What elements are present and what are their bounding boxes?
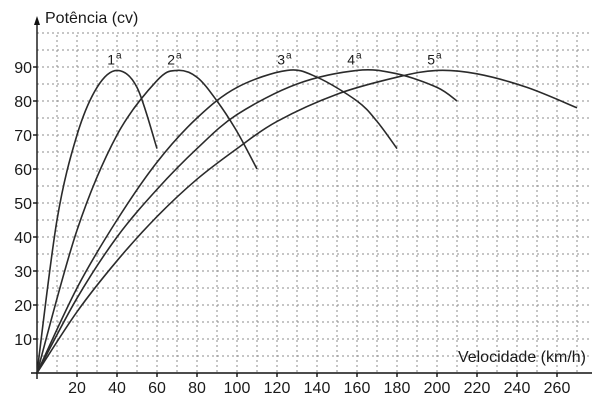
y-tick-label: 90	[14, 60, 32, 77]
y-tick-label: 80	[14, 94, 32, 111]
y-tick-label: 30	[14, 264, 32, 281]
series-curve-2	[36, 69, 258, 374]
series-curve-4	[36, 69, 458, 374]
series-label-sup-2: a	[176, 50, 182, 61]
y-tick-label: 20	[14, 298, 32, 315]
series-label-2: 2	[167, 51, 175, 67]
x-tick-label: 60	[148, 380, 166, 394]
series-label-sup-3: a	[286, 50, 292, 61]
series-label-sup-4: a	[356, 50, 362, 61]
series-label-5: 5	[427, 51, 435, 67]
y-axis-title: Potência (cv)	[45, 10, 138, 27]
x-axis-title: Velocidade (km/h)	[458, 349, 586, 366]
x-tick-label: 80	[188, 380, 206, 394]
x-tick-label: 260	[544, 380, 571, 394]
y-tick-label: 70	[14, 128, 32, 145]
series-label-sup-5: a	[436, 50, 442, 61]
y-tick-label: 50	[14, 196, 32, 213]
grid	[37, 32, 590, 373]
x-tick-label: 180	[384, 380, 411, 394]
x-tick-label: 160	[344, 380, 371, 394]
x-tick-label: 220	[464, 380, 491, 394]
x-tick-label: 140	[304, 380, 331, 394]
series-label-3: 3	[277, 51, 285, 67]
y-tick-label: 40	[14, 230, 32, 247]
y-tick-label: 60	[14, 162, 32, 179]
x-tick-label: 20	[68, 380, 86, 394]
x-tick-label: 100	[224, 380, 251, 394]
series-label-sup-1: a	[116, 50, 122, 61]
x-tick-label: 40	[108, 380, 126, 394]
x-tick-label: 120	[264, 380, 291, 394]
series-curves	[36, 69, 578, 374]
axes: 20 40 60 80 100 120 140 160 180 200 220 240 26010203…	[14, 16, 592, 394]
x-tick-label: 200	[424, 380, 451, 394]
series-curve-1	[36, 69, 158, 374]
y-axis-arrow	[34, 16, 40, 25]
series-label-1: 1	[107, 51, 115, 67]
series-label-4: 4	[347, 51, 355, 67]
y-tick-label: 10	[14, 332, 32, 349]
series-curve-3	[36, 69, 398, 374]
x-tick-label: 240	[504, 380, 531, 394]
series-curve-5	[36, 69, 578, 374]
